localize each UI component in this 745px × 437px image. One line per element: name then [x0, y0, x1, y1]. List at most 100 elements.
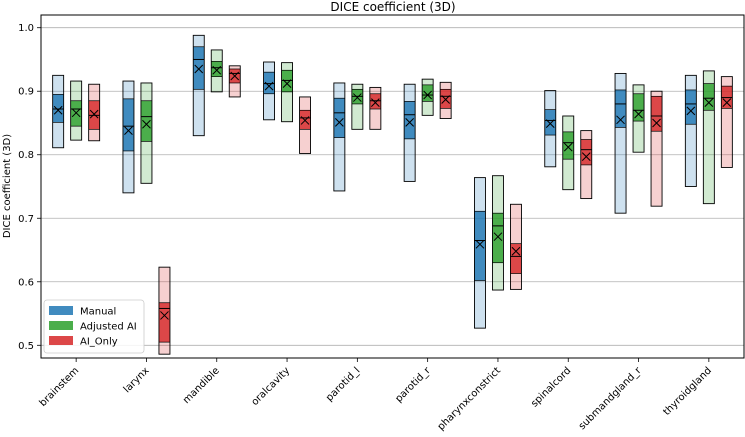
iqr-box: [562, 131, 574, 160]
mean-marker: [441, 95, 451, 104]
iqr-box: [158, 302, 170, 343]
mean-marker: [686, 106, 696, 116]
upper-range-box: [651, 91, 663, 97]
lower-range-box: [580, 164, 592, 199]
y-tick-label: 0.6: [18, 277, 34, 288]
upper-range-box: [721, 76, 733, 87]
legend-swatch: [49, 321, 73, 330]
lower-range-box: [492, 262, 504, 291]
y-axis-label: DICE coefficient (3D): [2, 134, 13, 238]
lower-range-box: [281, 91, 293, 122]
range-outline: [650, 90, 663, 207]
iqr-box: [510, 243, 522, 274]
mean-marker: [405, 117, 415, 127]
range-outline: [351, 83, 364, 130]
legend-label: Manual: [80, 307, 116, 318]
range-outline: [52, 74, 65, 149]
lower-range-box: [299, 129, 311, 154]
lower-range-box: [703, 110, 715, 204]
mean-marker: [475, 239, 485, 249]
range-outline: [122, 80, 135, 194]
upper-range-box: [263, 62, 275, 73]
range-outline: [439, 81, 452, 119]
upper-range-box: [122, 81, 134, 99]
series-adjusted-ai: [70, 49, 715, 291]
range-outline: [421, 78, 434, 116]
mean-marker: [423, 90, 433, 100]
lower-range-box: [70, 126, 82, 141]
mean-marker: [722, 98, 732, 108]
upper-range-box: [633, 84, 645, 94]
mean-marker: [160, 311, 169, 320]
lower-range-box: [615, 127, 627, 214]
iqr-box: [122, 98, 134, 151]
series-manual: [52, 34, 697, 329]
legend-label: AI_Only: [80, 337, 118, 348]
mean-marker: [545, 119, 555, 128]
range-outline: [614, 72, 627, 214]
range-outline: [228, 65, 241, 98]
range-outline: [158, 266, 171, 355]
lower-range-box: [369, 109, 381, 130]
upper-range-box: [333, 82, 345, 99]
upper-range-box: [615, 73, 627, 90]
iqr-box: [281, 70, 293, 92]
range-outline: [403, 83, 416, 182]
series-ai-only: [88, 65, 733, 355]
range-outline: [70, 80, 83, 141]
lower-range-box: [422, 101, 434, 116]
lower-range-box: [474, 280, 486, 329]
mean-marker: [334, 117, 344, 127]
lower-range-box: [351, 103, 363, 130]
mean-marker: [616, 115, 625, 125]
lower-range-box: [211, 76, 223, 92]
mean-marker: [652, 118, 661, 128]
range-outline: [263, 61, 275, 121]
iqr-box: [140, 100, 152, 142]
upper-range-box: [703, 70, 715, 84]
range-outline: [720, 76, 733, 168]
mean-marker: [142, 119, 151, 129]
upper-range-box: [299, 96, 311, 111]
range-outline: [299, 96, 311, 154]
lower-range-box: [122, 150, 134, 193]
iqr-box: [52, 94, 64, 123]
upper-range-box: [580, 130, 592, 140]
range-outline: [562, 115, 575, 191]
lower-range-box: [651, 131, 663, 207]
iqr-box: [685, 89, 697, 125]
lower-range-box: [633, 121, 645, 153]
upper-range-box: [685, 75, 697, 90]
upper-range-box: [422, 79, 434, 85]
lower-range-box: [562, 159, 574, 190]
lower-range-box: [52, 122, 64, 148]
upper-range-box: [88, 84, 100, 101]
upper-range-box: [562, 115, 574, 132]
mean-marker: [194, 64, 204, 74]
range-outline: [632, 84, 645, 153]
lower-range-box: [544, 135, 556, 167]
mean-marker: [563, 142, 573, 152]
mean-marker: [282, 79, 292, 88]
iqr-box: [333, 98, 345, 138]
iqr-box: [422, 84, 434, 102]
iqr-box: [263, 72, 275, 94]
lower-range-box: [140, 141, 152, 184]
range-outline: [88, 83, 101, 142]
range-outline: [140, 82, 153, 184]
iqr-box: [633, 93, 645, 122]
upper-range-box: [474, 177, 486, 212]
iqr-box: [369, 93, 381, 110]
legend-label: Adjusted AI: [80, 322, 137, 333]
upper-range-box: [404, 84, 416, 102]
iqr-box: [580, 139, 592, 165]
mean-marker: [212, 65, 222, 75]
iqr-box: [651, 96, 663, 132]
mean-marker: [493, 232, 503, 242]
range-outline: [510, 203, 522, 290]
mean-marker: [634, 109, 643, 119]
range-outline: [333, 82, 346, 192]
range-outline: [369, 86, 382, 130]
y-tick-label: 0.7: [18, 214, 34, 225]
